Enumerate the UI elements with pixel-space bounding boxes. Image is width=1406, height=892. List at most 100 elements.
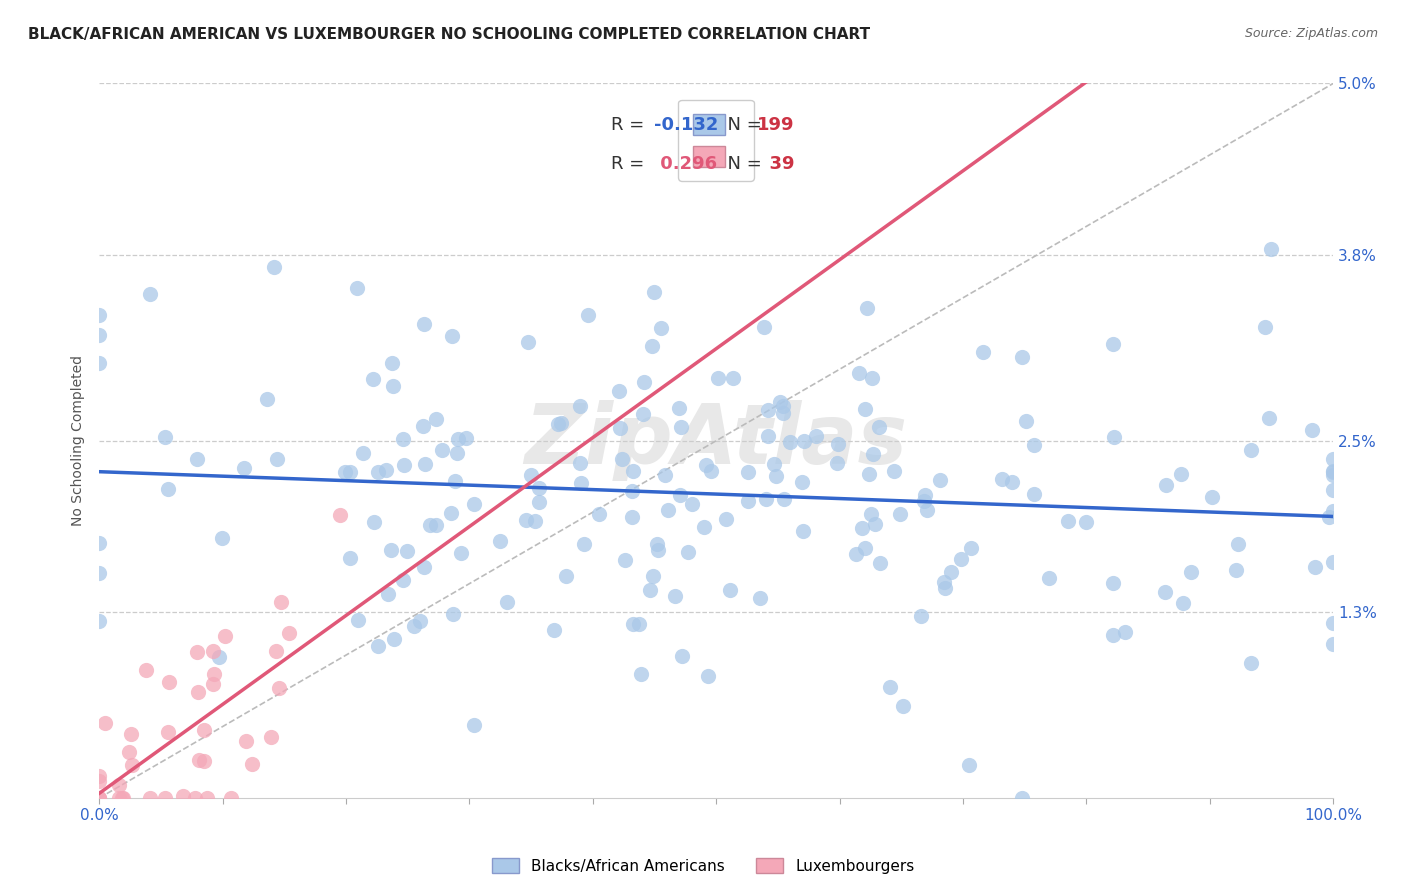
Point [1322,452,1344,467]
Point [392,573,415,587]
Point [187,684,209,698]
Text: N =: N = [716,155,768,173]
Point [654,467,676,482]
Point [765,469,787,483]
Point [1305,560,1327,574]
Point [910,608,932,623]
Point [440,329,463,343]
Point [555,568,578,582]
Point [219,791,242,805]
Point [207,649,229,664]
Point [441,607,464,621]
Point [630,667,652,681]
Point [353,446,375,460]
Point [430,442,453,457]
Point [863,517,886,532]
Point [773,491,796,506]
Point [120,727,142,741]
Text: BLACK/AFRICAN AMERICAN VS LUXEMBOURGER NO SCHOOLING COMPLETED CORRELATION CHART: BLACK/AFRICAN AMERICAN VS LUXEMBOURGER N… [28,27,870,42]
Point [134,663,156,677]
Point [138,287,160,301]
Point [413,457,436,471]
Point [450,546,472,560]
Point [1056,514,1078,528]
Point [633,376,655,390]
Point [737,465,759,479]
Point [260,731,283,745]
Point [1180,565,1202,579]
Point [1260,242,1282,256]
Point [172,789,194,803]
Point [1102,430,1125,444]
Point [413,317,436,331]
Point [202,677,225,691]
Point [278,625,301,640]
Point [827,437,849,451]
Point [1074,515,1097,529]
Point [202,644,225,658]
Point [188,753,211,767]
Point [825,455,848,469]
Point [756,403,779,417]
Point [934,581,956,595]
Point [1258,411,1281,425]
Point [89,566,111,580]
Point [707,371,730,385]
Point [202,667,225,681]
Point [367,465,389,479]
Point [790,475,813,489]
Point [643,285,665,299]
Point [517,335,540,350]
Point [1227,537,1250,551]
Point [576,309,599,323]
Point [851,521,873,535]
Point [868,419,890,434]
Point [256,392,278,406]
Point [108,791,131,805]
Point [949,552,972,566]
Text: R =: R = [612,116,650,134]
Point [377,587,399,601]
Point [121,758,143,772]
Point [848,367,870,381]
Point [879,681,901,695]
Point [914,488,936,502]
Point [346,281,368,295]
Point [1322,616,1344,631]
Point [912,494,935,508]
Point [695,458,717,473]
Point [681,497,703,511]
Point [627,617,650,632]
Point [263,260,285,275]
Point [612,451,634,466]
Text: N =: N = [716,116,768,134]
Point [367,639,389,653]
Point [614,553,637,567]
Point [515,513,537,527]
Point [339,551,361,566]
Point [748,591,770,606]
Point [425,518,447,533]
Point [527,495,550,509]
Point [718,583,741,598]
Point [1038,571,1060,585]
Point [440,507,463,521]
Point [779,435,801,450]
Point [89,769,111,783]
Point [1024,437,1046,451]
Point [1322,464,1344,478]
Point [676,545,699,559]
Point [860,370,883,384]
Point [853,541,876,555]
Point [186,452,208,467]
Point [714,512,737,526]
Y-axis label: No Schooling Completed: No Schooling Completed [72,355,86,526]
Point [233,461,256,475]
Point [1317,509,1340,524]
Point [696,669,718,683]
Point [883,464,905,478]
Point [89,328,111,343]
Point [346,613,368,627]
Point [153,791,176,805]
Point [382,379,405,393]
